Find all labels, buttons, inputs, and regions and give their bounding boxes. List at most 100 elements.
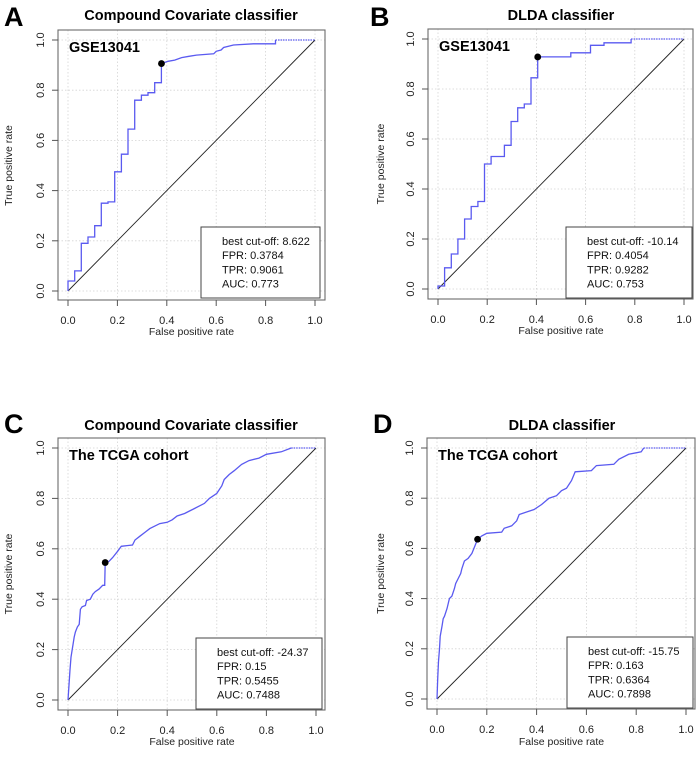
legend-text: FPR: 0.163 — [588, 660, 644, 672]
x-tick-label: 0.2 — [479, 724, 494, 736]
y-tick-label: 0.8 — [404, 491, 416, 506]
best-cutoff-point — [101, 559, 109, 566]
panel-title: DLDA classifier — [508, 8, 615, 24]
y-tick-label: 0.0 — [405, 281, 417, 296]
x-tick-label: 0.8 — [259, 725, 274, 737]
legend-box — [195, 637, 323, 710]
legend-text: FPR: 0.3784 — [222, 250, 284, 262]
chance-diagonal-line — [67, 447, 317, 701]
y-tick-label: 0.0 — [404, 691, 416, 706]
y-axis-title: True positive rate — [3, 533, 15, 614]
panel-b: B DLDA classifier best cut-off: -10.14 FP… — [370, 2, 694, 337]
x-tick-label: 1.0 — [676, 314, 691, 326]
panel-title: DLDA classifier — [509, 418, 616, 434]
best-cutoff-point — [534, 53, 542, 61]
x-tick-label: 1.0 — [307, 315, 322, 327]
x-tick-label: 0.0 — [60, 315, 75, 327]
x-tick-label: 0.4 — [159, 315, 174, 327]
x-axis-title: False positive rate — [518, 325, 603, 337]
legend-text: TPR: 0.5455 — [217, 675, 279, 687]
plot-area-frame — [57, 29, 326, 301]
plot-area-frame — [426, 437, 696, 710]
panel-letter: A — [4, 2, 24, 32]
x-tick-label: 0.2 — [110, 725, 125, 737]
roc-curve — [436, 447, 645, 700]
chance-diagonal-line — [437, 38, 685, 290]
panel-title: Compound Covariate classifier — [84, 8, 298, 24]
x-tick-label: 0.0 — [60, 725, 75, 737]
x-tick-label: 0.4 — [160, 725, 175, 737]
y-tick-label: 0.2 — [405, 231, 417, 246]
panel-letter: D — [373, 409, 393, 439]
best-cutoff-point — [158, 60, 165, 67]
chance-diagonal-line — [67, 39, 316, 292]
x-tick-label: 0.4 — [529, 724, 544, 736]
legend-box — [200, 226, 321, 299]
x-tick-label: 0.0 — [430, 314, 445, 326]
x-axis-title: False positive rate — [519, 736, 604, 748]
y-tick-label: 0.6 — [404, 541, 416, 556]
roc-curve — [67, 447, 292, 701]
panel-letter: C — [4, 409, 24, 439]
x-tick-label: 0.2 — [110, 315, 125, 327]
x-tick-label: 0.8 — [627, 314, 642, 326]
legend-text: best cut-off: -10.14 — [587, 236, 679, 248]
legend-text: FPR: 0.4054 — [587, 250, 649, 262]
y-tick-label: 1.0 — [35, 32, 47, 47]
legend-text: best cut-off: -24.37 — [217, 647, 309, 659]
y-tick-label: 1.0 — [405, 31, 417, 46]
x-tick-label: 0.6 — [209, 725, 224, 737]
x-tick-label: 0.8 — [258, 315, 273, 327]
plot-area-frame — [57, 437, 326, 711]
y-tick-label: 0.0 — [35, 692, 47, 707]
y-tick-label: 0.6 — [35, 133, 47, 148]
y-tick-label: 0.4 — [405, 181, 417, 196]
legend-text: best cut-off: 8.622 — [222, 236, 310, 248]
x-tick-label: 0.0 — [429, 724, 444, 736]
y-tick-label: 0.2 — [35, 233, 47, 248]
gridlines — [58, 438, 325, 710]
y-tick-label: 1.0 — [35, 440, 47, 455]
y-tick-label: 1.0 — [404, 440, 416, 455]
subset-label: GSE13041 — [439, 39, 510, 55]
legend-text: FPR: 0.15 — [217, 661, 267, 673]
x-tick-label: 1.0 — [678, 724, 693, 736]
legend-text: best cut-off: -15.75 — [588, 646, 680, 658]
legend-text: AUC: 0.7488 — [217, 690, 280, 702]
panel-c: C Compound Covariate classifier best cut… — [3, 409, 326, 748]
best-cutoff-point — [474, 535, 481, 543]
x-tick-label: 0.6 — [578, 314, 593, 326]
legend-text: AUC: 0.773 — [222, 279, 279, 291]
legend-box — [566, 636, 694, 709]
y-tick-label: 0.2 — [404, 641, 416, 656]
y-axis-title: True positive rate — [3, 125, 15, 206]
y-tick-label: 0.4 — [35, 592, 47, 607]
gridlines — [427, 438, 695, 709]
legend-text: TPR: 0.9282 — [587, 264, 649, 276]
legend-text: TPR: 0.6364 — [588, 674, 650, 686]
y-tick-label: 0.4 — [404, 591, 416, 606]
legend-box — [565, 226, 693, 299]
panel-d: D DLDA classifier best cut-off: -15.75 FP… — [373, 409, 696, 748]
roc-curve — [437, 39, 632, 289]
x-tick-label: 1.0 — [308, 725, 323, 737]
y-tick-label: 0.8 — [35, 83, 47, 98]
panel-letter: B — [370, 2, 390, 32]
legend-text: AUC: 0.753 — [587, 279, 644, 291]
x-tick-label: 0.6 — [209, 315, 224, 327]
y-tick-label: 0.6 — [405, 131, 417, 146]
panel-title: Compound Covariate classifier — [84, 418, 298, 434]
y-tick-label: 0.8 — [35, 491, 47, 506]
y-tick-label: 0.0 — [35, 283, 47, 298]
y-axis-title: True positive rate — [375, 533, 387, 614]
subset-label: The TCGA cohort — [438, 448, 558, 464]
roc-curve — [67, 40, 277, 291]
legend-text: TPR: 0.9061 — [222, 264, 284, 276]
x-tick-label: 0.8 — [629, 724, 644, 736]
x-axis-title: False positive rate — [149, 736, 234, 748]
panel-a: A Compound Covariate classifier best cut… — [3, 2, 326, 338]
y-tick-label: 0.8 — [405, 81, 417, 96]
y-tick-label: 0.2 — [35, 642, 47, 657]
legend-text: AUC: 0.7898 — [588, 689, 651, 701]
